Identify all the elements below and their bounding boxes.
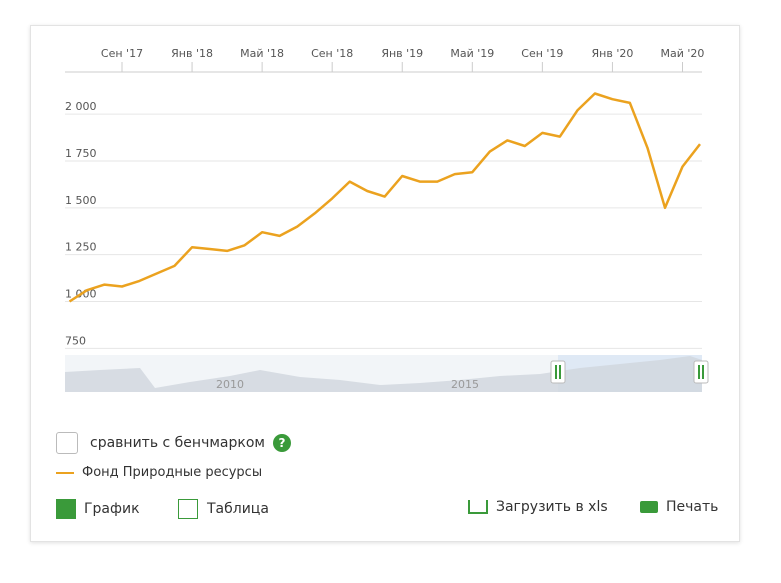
y-tick-label: 1 750 bbox=[65, 147, 97, 160]
download-button-label: Загрузить в xls bbox=[496, 499, 608, 515]
x-tick-label: Май '20 bbox=[661, 47, 705, 60]
navigator-handle[interactable] bbox=[693, 360, 709, 384]
print-icon bbox=[640, 501, 658, 513]
x-tick-label: Янв '19 bbox=[381, 47, 423, 60]
chart-button-label: График bbox=[84, 501, 140, 517]
y-tick-label: 1 250 bbox=[65, 241, 97, 254]
handle-grip bbox=[559, 365, 561, 379]
benchmark-row: сравнить с бенчмарком ? bbox=[56, 432, 291, 454]
navigator-handle[interactable] bbox=[550, 360, 566, 384]
download-button[interactable]: Загрузить в xls bbox=[468, 499, 608, 515]
y-tick-label: 1 500 bbox=[65, 194, 97, 207]
handle-grip bbox=[555, 365, 557, 379]
table-icon bbox=[178, 499, 198, 519]
table-button[interactable]: Таблица bbox=[178, 499, 269, 519]
y-tick-label: 750 bbox=[65, 334, 86, 347]
download-icon bbox=[468, 500, 488, 514]
benchmark-label: сравнить с бенчмарком bbox=[90, 435, 265, 451]
navigator-area bbox=[65, 356, 702, 392]
navigator: 2010 2015 bbox=[65, 355, 709, 392]
handle-grip bbox=[702, 365, 704, 379]
print-button[interactable]: Печать bbox=[640, 499, 718, 515]
handle-grip bbox=[698, 365, 700, 379]
chart-button[interactable]: График bbox=[56, 499, 140, 519]
x-tick-label: Май '18 bbox=[240, 47, 284, 60]
x-tick-label: Сен '17 bbox=[101, 47, 143, 60]
help-icon[interactable]: ? bbox=[272, 434, 291, 452]
legend-swatch bbox=[56, 471, 74, 474]
x-tick-label: Янв '18 bbox=[171, 47, 213, 60]
x-tick-label: Сен '18 bbox=[311, 47, 353, 60]
legend: Фонд Природные ресурсы bbox=[56, 465, 262, 480]
legend-label: Фонд Природные ресурсы bbox=[82, 465, 263, 480]
navigator-label: 2015 bbox=[451, 378, 479, 391]
x-tick-label: Май '19 bbox=[450, 47, 494, 60]
series-line bbox=[68, 92, 701, 303]
navigator-label: 2010 bbox=[216, 378, 244, 391]
print-button-label: Печать bbox=[666, 499, 719, 515]
checkbox[interactable] bbox=[56, 432, 78, 454]
y-tick-label: 2 000 bbox=[65, 100, 97, 113]
card bbox=[30, 25, 740, 542]
x-tick-label: Янв '20 bbox=[592, 47, 634, 60]
x-tick-label: Сен '19 bbox=[521, 47, 563, 60]
chart-icon bbox=[56, 499, 76, 519]
table-button-label: Таблица bbox=[207, 501, 269, 517]
